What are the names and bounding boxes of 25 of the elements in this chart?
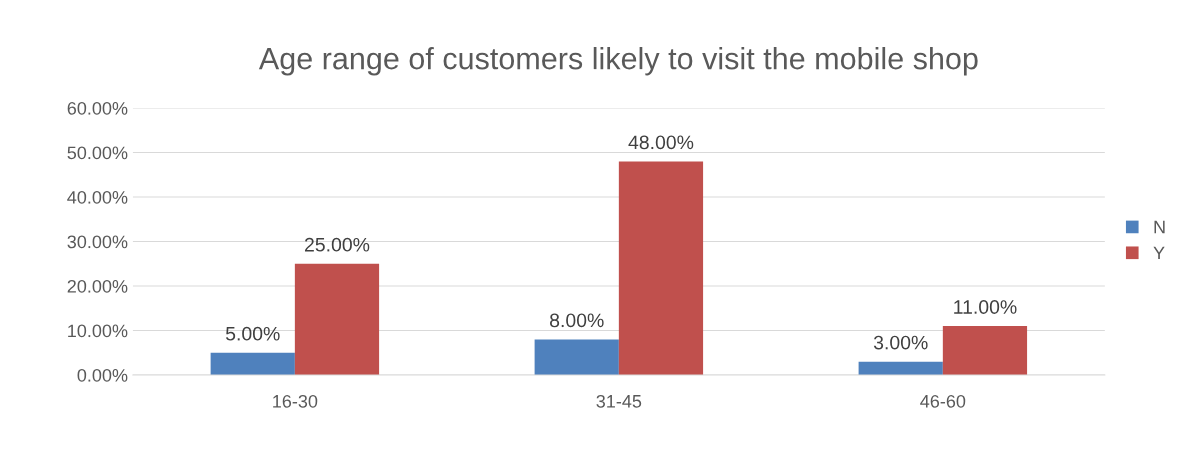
- x-tick-label: 46-60: [920, 394, 966, 408]
- legend-label: Y: [1153, 246, 1165, 260]
- bar: [858, 361, 943, 376]
- y-tick-label: 0.00%: [77, 368, 128, 382]
- y-tick-label: 50.00%: [67, 146, 128, 160]
- bar: [942, 326, 1028, 376]
- bar: [294, 263, 380, 376]
- data-label: 5.00%: [225, 326, 280, 341]
- data-label: 8.00%: [550, 313, 604, 328]
- x-tick-label: 16-30: [273, 394, 318, 408]
- bar: [210, 352, 295, 376]
- legend-label: N: [1154, 220, 1165, 234]
- bar: [534, 339, 619, 376]
- data-label: 25.00%: [304, 237, 370, 252]
- y-tick-label: 10.00%: [68, 324, 128, 338]
- data-label: 3.00%: [873, 335, 928, 350]
- x-tick-label: 31-45: [596, 394, 642, 408]
- y-tick-label: 20.00%: [67, 279, 128, 293]
- data-label: 11.00%: [954, 300, 1017, 314]
- y-tick-label: 40.00%: [67, 190, 128, 204]
- bar: [618, 161, 704, 376]
- y-tick-label: 30.00%: [67, 235, 128, 249]
- y-tick-label: 60.00%: [67, 101, 128, 115]
- chart-title: Age range of customers likely to visit the mobile shop: [258, 46, 978, 76]
- data-label: 48.00%: [628, 135, 694, 150]
